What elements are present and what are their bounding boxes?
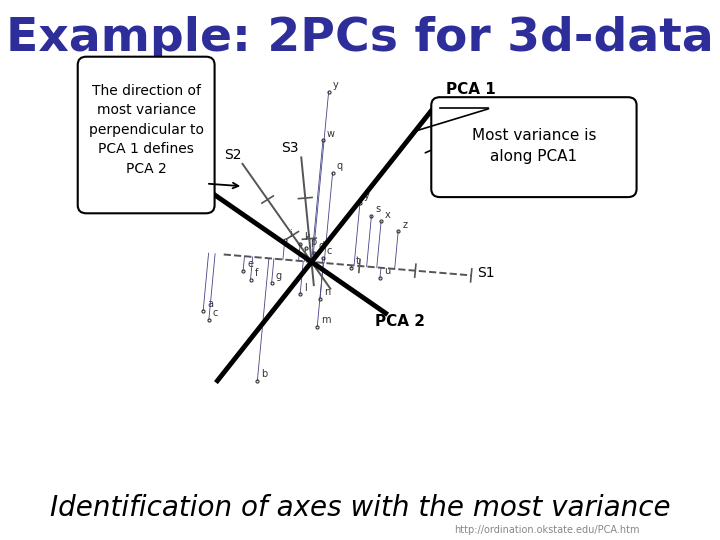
Text: S2: S2 [224, 148, 241, 162]
Text: e: e [247, 259, 253, 269]
Text: Identification of axes with the most variance: Identification of axes with the most var… [50, 494, 670, 522]
Text: PCA 1: PCA 1 [446, 82, 495, 97]
Text: u: u [384, 266, 390, 276]
Text: t: t [356, 256, 359, 266]
Text: i: i [289, 228, 292, 239]
Text: w: w [327, 129, 335, 139]
Text: d: d [318, 241, 325, 251]
Text: q: q [337, 161, 343, 171]
Text: g: g [276, 271, 282, 281]
FancyBboxPatch shape [431, 97, 636, 197]
Text: y: y [333, 80, 338, 90]
Text: PCA 2: PCA 2 [374, 314, 425, 329]
Text: S1: S1 [477, 266, 495, 280]
Text: n: n [324, 287, 330, 297]
Text: y: y [364, 191, 370, 201]
Text: http://ordination.okstate.edu/PCA.htm: http://ordination.okstate.edu/PCA.htm [454, 524, 639, 535]
Text: c: c [327, 246, 333, 256]
Text: a: a [207, 299, 213, 309]
FancyBboxPatch shape [78, 57, 215, 213]
Text: z: z [402, 219, 408, 230]
Text: l: l [304, 282, 307, 293]
Text: b: b [261, 369, 268, 379]
Text: c: c [213, 308, 218, 318]
Text: S3: S3 [281, 141, 298, 154]
Text: f: f [254, 268, 258, 278]
Text: Example: 2PCs for 3d-data: Example: 2PCs for 3d-data [6, 16, 714, 61]
Text: p: p [310, 237, 316, 247]
Text: k: k [304, 232, 310, 242]
Text: x: x [385, 210, 391, 220]
Text: Most variance is
along PCA1: Most variance is along PCA1 [472, 128, 596, 164]
Text: s: s [375, 204, 381, 214]
Text: The direction of
most variance
perpendicular to
PCA 1 defines
PCA 2: The direction of most variance perpendic… [89, 84, 204, 176]
Text: m: m [321, 315, 330, 325]
